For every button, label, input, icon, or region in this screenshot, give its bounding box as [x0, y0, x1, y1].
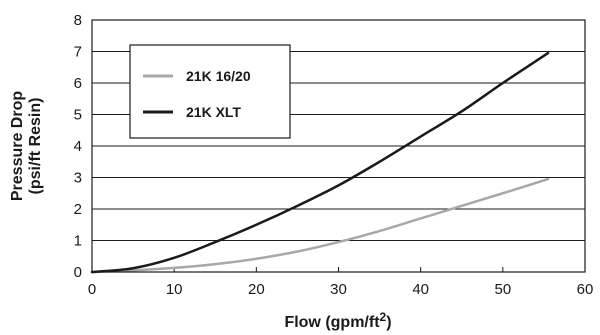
- x-axis-title-main: Flow (gpm/ft: [284, 314, 380, 331]
- y-axis-title: Pressure Drop (psi/ft Resin): [9, 91, 44, 201]
- legend-label-21k-16-20: 21K 16/20: [186, 68, 251, 84]
- x-axis-title-suffix: ): [386, 314, 391, 331]
- y-tick-label: 7: [74, 44, 82, 61]
- legend-label-21k-xlt: 21K XLT: [186, 104, 241, 120]
- y-tick-label: 5: [74, 107, 82, 124]
- x-tick-label: 50: [494, 281, 511, 298]
- x-axis-title-superscript: 2: [380, 310, 387, 324]
- x-axis-title: Flow (gpm/ft2): [284, 310, 391, 331]
- y-tick-label: 8: [74, 12, 82, 29]
- x-tick-label: 40: [412, 281, 429, 298]
- tick-labels: 0 1 2 3 4 5 6 7 8 0 10 20 30 40 50 60: [74, 12, 594, 298]
- series-line-21k-16-20: [90, 177, 550, 274]
- series-lines: [90, 51, 550, 274]
- y-tick-label: 4: [74, 138, 82, 155]
- y-tick-label: 6: [74, 75, 82, 92]
- y-tick-label: 0: [74, 264, 82, 281]
- legend-box: [129, 44, 291, 139]
- x-tick-label: 0: [88, 281, 96, 298]
- legend: 21K 16/20 21K XLT: [129, 44, 291, 139]
- series-line-21k-xlt: [90, 51, 550, 274]
- y-axis-title-line2: (psi/ft Resin): [27, 98, 44, 195]
- y-tick-label: 1: [74, 233, 82, 250]
- x-tick-label: 20: [248, 281, 265, 298]
- plot-frame: [91, 19, 586, 273]
- y-tick-label: 2: [74, 201, 82, 218]
- x-tick-label: 30: [330, 281, 347, 298]
- y-axis-title-line1: Pressure Drop: [9, 91, 26, 201]
- y-tick-label: 3: [74, 170, 82, 187]
- x-tick-label: 60: [577, 281, 594, 298]
- x-tick-label: 10: [166, 281, 183, 298]
